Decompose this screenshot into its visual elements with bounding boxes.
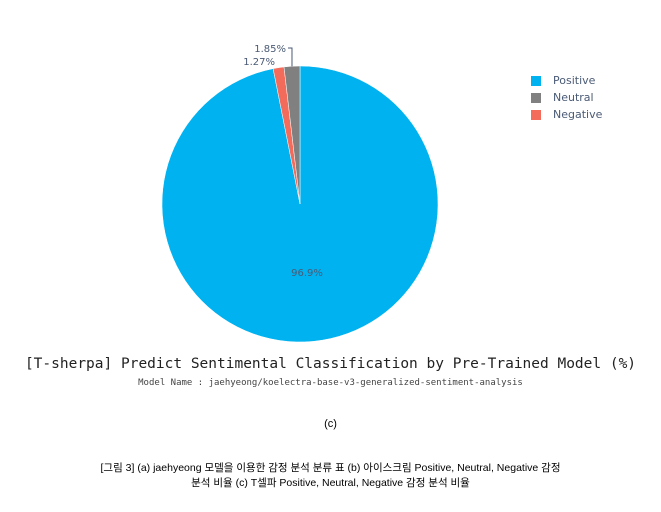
chart-legend: Positive Neutral Negative	[531, 72, 602, 123]
chart-subtitle: Model Name : jaehyeong/koelectra-base-v3…	[138, 378, 523, 388]
legend-label-positive: Positive	[553, 74, 596, 87]
legend-swatch-negative	[531, 109, 541, 120]
data-label-positive: 96.9%	[291, 268, 323, 279]
data-label-neutral: 1.85%	[254, 44, 286, 55]
caption-line-2: 분석 비율 (c) T셀파 Positive, Neutral, Negativ…	[191, 477, 470, 489]
chart-title: [T-sherpa] Predict Sentimental Classific…	[24, 356, 637, 372]
legend-label-negative: Negative	[553, 108, 603, 121]
legend-swatch-positive	[531, 75, 541, 86]
data-label-negative: 1.27%	[243, 57, 275, 68]
figure-caption: [그림 3] (a) jaehyeong 모델을 이용한 감정 분석 분류 표 …	[20, 461, 641, 491]
leader-line-neutral	[287, 47, 293, 67]
legend-item-negative[interactable]: Negative	[531, 106, 602, 123]
legend-item-positive[interactable]: Positive	[531, 72, 602, 89]
legend-swatch-neutral	[531, 92, 541, 103]
caption-line-1: [그림 3] (a) jaehyeong 모델을 이용한 감정 분석 분류 표 …	[100, 462, 561, 474]
panel-label: (c)	[324, 418, 337, 430]
legend-item-neutral[interactable]: Neutral	[531, 89, 602, 106]
legend-label-neutral: Neutral	[553, 91, 594, 104]
